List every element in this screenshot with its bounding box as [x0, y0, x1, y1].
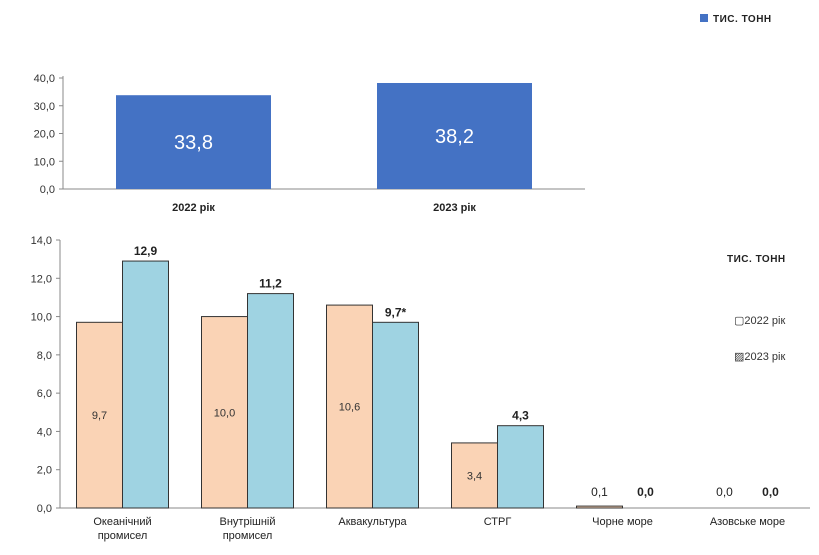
bottom-y-tick-label: 0,0 [37, 503, 52, 515]
bar-2023-value-label: 11,2 [259, 277, 282, 291]
top-y-tick-label: 30,0 [34, 101, 55, 113]
legend-entry-2023: ▨2023 рік [734, 351, 785, 363]
bottom-y-axis: 0,0 2,0 4,0 6,0 8,0 10,0 12,0 14,0 [31, 235, 810, 515]
bar-2022 [451, 442, 498, 509]
bottom-y-tick-label: 12,0 [31, 273, 52, 285]
bar-2022-value-label: 10,0 [214, 407, 235, 419]
top-bar [377, 82, 532, 189]
bottom-unit-label: ТИС. ТОНН [727, 254, 786, 265]
top-bar-value-label: 38,2 [435, 126, 474, 148]
bar-2022-value-label: 9,7 [92, 410, 107, 422]
top-unit-label: ТИС. ТОНН [713, 14, 772, 25]
top-y-tick-label: 40,0 [34, 73, 55, 85]
top-bars: 33,8 2022 рік 38,2 2023 рік [116, 82, 532, 214]
bottom-y-tick-label: 4,0 [37, 426, 52, 438]
category-breakdown-chart: ТИС. ТОНН ▢2022 рік ▨2023 рік 0,0 2,0 4,0 6… [31, 235, 810, 542]
bottom-category-label: Аквакультура [338, 516, 407, 528]
bottom-category-label: промисел [98, 530, 148, 542]
bar-2022 [326, 304, 373, 509]
bottom-y-tick-label: 8,0 [37, 350, 52, 362]
bottom-category-label: Азовське море [710, 516, 785, 528]
bottom-bars: 9,7 12,9 Океанічний промисел 10,0 11,2 Внутріш… [76, 244, 785, 542]
bar-2022 [76, 321, 123, 509]
top-y-tick-label: 20,0 [34, 129, 55, 141]
bar-2022-value-label: 10,6 [339, 402, 360, 414]
top-bar [116, 95, 271, 189]
bottom-y-tick-label: 10,0 [31, 312, 52, 324]
bottom-y-tick-label: 6,0 [37, 388, 52, 400]
bar-2023-value-label: 0,0 [637, 485, 654, 499]
bottom-category-label: Чорне море [592, 516, 653, 528]
bar-2023 [247, 293, 294, 509]
bottom-category-label: СТРГ [484, 516, 512, 528]
bottom-category-label: промисел [223, 530, 273, 542]
bar-2023 [372, 321, 419, 509]
bar-2023 [122, 260, 169, 509]
bottom-y-tick-label: 2,0 [37, 465, 52, 477]
top-category-label: 2022 рік [172, 202, 215, 214]
bar-2022-value-label: 3,4 [467, 470, 482, 482]
bar-2022 [201, 316, 248, 509]
top-category-label: 2023 рік [433, 202, 476, 214]
legend-marker-square [700, 14, 708, 22]
bar-2023-value-label: 9,7* [385, 305, 407, 319]
bar-2023-value-label: 4,3 [512, 409, 529, 423]
yearly-total-chart: ТИС. ТОНН 0,0 10,0 20,0 30,0 40,0 33,8 2022 р… [34, 14, 772, 214]
bottom-category-label: Внутрішній [220, 516, 276, 528]
bottom-category-label: Океанічний [93, 516, 151, 528]
bar-2023-value-label: 12,9 [134, 244, 158, 258]
bar-2023 [497, 425, 544, 509]
top-y-tick-label: 0,0 [40, 184, 55, 196]
bottom-y-tick-label: 14,0 [31, 235, 52, 247]
top-y-tick-label: 10,0 [34, 156, 55, 168]
top-bar-value-label: 33,8 [174, 132, 213, 154]
bar-2022 [576, 505, 623, 509]
legend-entry-2022: ▢2022 рік [734, 315, 785, 327]
bar-2022-value-label: 0,1 [591, 485, 608, 499]
bar-2022-value-label: 0,0 [716, 485, 733, 499]
bar-2023-value-label: 0,0 [762, 485, 779, 499]
